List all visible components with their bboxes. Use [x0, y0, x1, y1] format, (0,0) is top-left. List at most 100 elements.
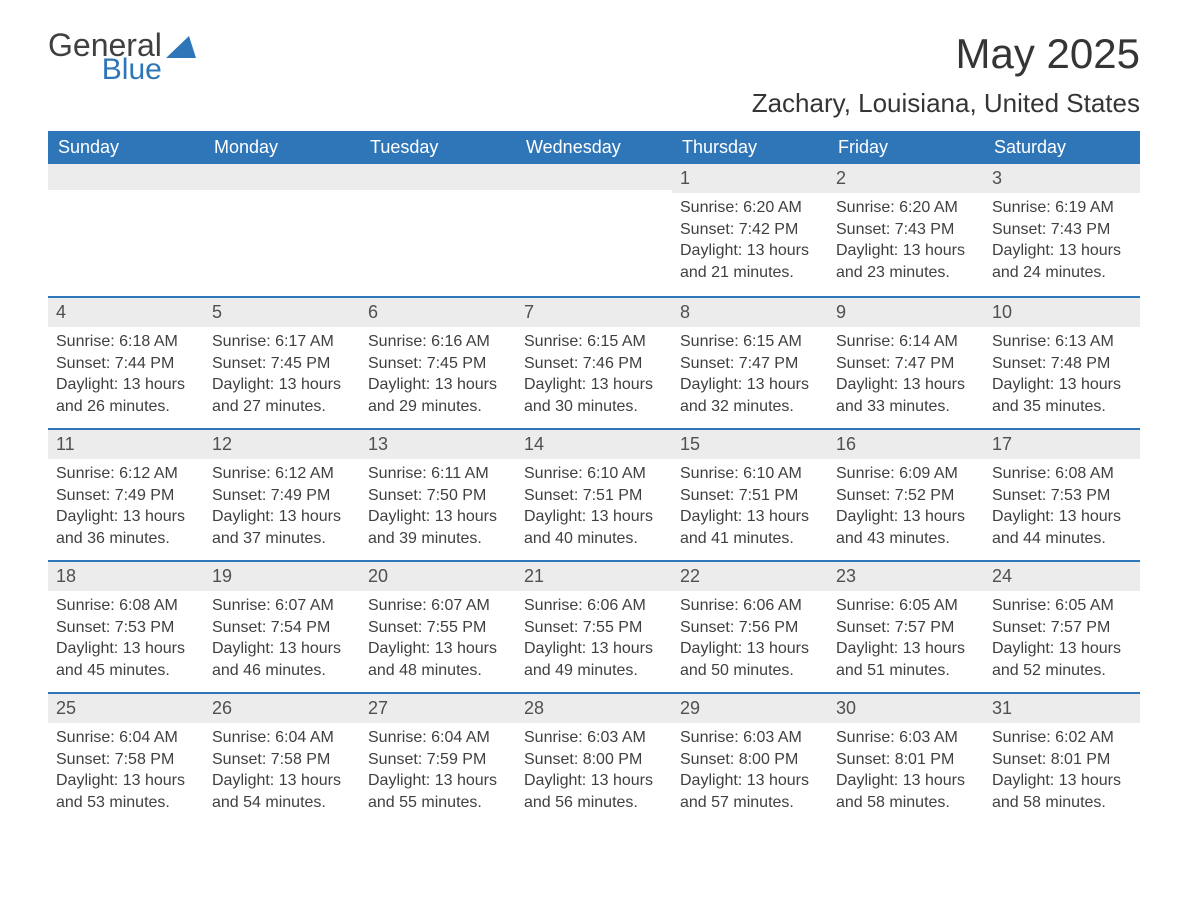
daylight1-label: Daylight: 13 hours: [680, 770, 820, 792]
daylight2-label: and 33 minutes.: [836, 396, 976, 418]
sunrise-label: Sunrise: 6:10 AM: [524, 463, 664, 485]
empty-daynum-bar: [360, 164, 516, 190]
sunset-label: Sunset: 7:53 PM: [56, 617, 196, 639]
day-number: 24: [984, 560, 1140, 591]
daylight1-label: Daylight: 13 hours: [524, 638, 664, 660]
day-number: 3: [984, 164, 1140, 193]
calendar-cell: 1Sunrise: 6:20 AMSunset: 7:42 PMDaylight…: [672, 164, 828, 296]
day-number: 22: [672, 560, 828, 591]
daylight1-label: Daylight: 13 hours: [992, 506, 1132, 528]
sunrise-label: Sunrise: 6:08 AM: [992, 463, 1132, 485]
sunrise-label: Sunrise: 6:10 AM: [680, 463, 820, 485]
daylight2-label: and 40 minutes.: [524, 528, 664, 550]
calendar-cell: [516, 164, 672, 296]
sunset-label: Sunset: 8:00 PM: [680, 749, 820, 771]
daylight1-label: Daylight: 13 hours: [368, 374, 508, 396]
calendar-cell: 14Sunrise: 6:10 AMSunset: 7:51 PMDayligh…: [516, 428, 672, 560]
calendar-cell: 8Sunrise: 6:15 AMSunset: 7:47 PMDaylight…: [672, 296, 828, 428]
calendar-cell: 28Sunrise: 6:03 AMSunset: 8:00 PMDayligh…: [516, 692, 672, 824]
daylight2-label: and 35 minutes.: [992, 396, 1132, 418]
calendar-cell: 4Sunrise: 6:18 AMSunset: 7:44 PMDaylight…: [48, 296, 204, 428]
day-details: Sunrise: 6:14 AMSunset: 7:47 PMDaylight:…: [828, 327, 984, 421]
daylight1-label: Daylight: 13 hours: [212, 506, 352, 528]
sunset-label: Sunset: 7:44 PM: [56, 353, 196, 375]
sunset-label: Sunset: 7:55 PM: [368, 617, 508, 639]
day-details: Sunrise: 6:04 AMSunset: 7:59 PMDaylight:…: [360, 723, 516, 817]
day-details: Sunrise: 6:05 AMSunset: 7:57 PMDaylight:…: [828, 591, 984, 685]
calendar-week: 1Sunrise: 6:20 AMSunset: 7:42 PMDaylight…: [48, 164, 1140, 296]
logo-text: General Blue: [48, 30, 162, 85]
sunset-label: Sunset: 7:49 PM: [56, 485, 196, 507]
sunset-label: Sunset: 7:52 PM: [836, 485, 976, 507]
sunrise-label: Sunrise: 6:14 AM: [836, 331, 976, 353]
day-number: 16: [828, 428, 984, 459]
day-number: 13: [360, 428, 516, 459]
day-details: Sunrise: 6:12 AMSunset: 7:49 PMDaylight:…: [48, 459, 204, 553]
weekday-tuesday: Tuesday: [360, 131, 516, 164]
day-number: 4: [48, 296, 204, 327]
sunset-label: Sunset: 8:01 PM: [836, 749, 976, 771]
day-details: Sunrise: 6:05 AMSunset: 7:57 PMDaylight:…: [984, 591, 1140, 685]
sunrise-label: Sunrise: 6:15 AM: [680, 331, 820, 353]
day-number: 12: [204, 428, 360, 459]
day-details: Sunrise: 6:10 AMSunset: 7:51 PMDaylight:…: [516, 459, 672, 553]
calendar-cell: 7Sunrise: 6:15 AMSunset: 7:46 PMDaylight…: [516, 296, 672, 428]
daylight1-label: Daylight: 13 hours: [992, 638, 1132, 660]
calendar-cell: 12Sunrise: 6:12 AMSunset: 7:49 PMDayligh…: [204, 428, 360, 560]
daylight1-label: Daylight: 13 hours: [836, 240, 976, 262]
day-number: 19: [204, 560, 360, 591]
calendar-cell: 19Sunrise: 6:07 AMSunset: 7:54 PMDayligh…: [204, 560, 360, 692]
title-block: May 2025 Zachary, Louisiana, United Stat…: [752, 30, 1140, 119]
daylight1-label: Daylight: 13 hours: [212, 374, 352, 396]
sunset-label: Sunset: 7:51 PM: [524, 485, 664, 507]
calendar-cell: [48, 164, 204, 296]
sunset-label: Sunset: 7:50 PM: [368, 485, 508, 507]
daylight2-label: and 50 minutes.: [680, 660, 820, 682]
daylight1-label: Daylight: 13 hours: [56, 374, 196, 396]
day-details: Sunrise: 6:06 AMSunset: 7:55 PMDaylight:…: [516, 591, 672, 685]
daylight2-label: and 37 minutes.: [212, 528, 352, 550]
daylight2-label: and 30 minutes.: [524, 396, 664, 418]
sunrise-label: Sunrise: 6:13 AM: [992, 331, 1132, 353]
daylight1-label: Daylight: 13 hours: [680, 374, 820, 396]
day-details: Sunrise: 6:20 AMSunset: 7:43 PMDaylight:…: [828, 193, 984, 287]
daylight2-label: and 23 minutes.: [836, 262, 976, 284]
day-number: 14: [516, 428, 672, 459]
calendar-cell: 27Sunrise: 6:04 AMSunset: 7:59 PMDayligh…: [360, 692, 516, 824]
daylight1-label: Daylight: 13 hours: [56, 770, 196, 792]
day-details: Sunrise: 6:03 AMSunset: 8:00 PMDaylight:…: [516, 723, 672, 817]
calendar-cell: 9Sunrise: 6:14 AMSunset: 7:47 PMDaylight…: [828, 296, 984, 428]
sunrise-label: Sunrise: 6:19 AM: [992, 197, 1132, 219]
sunrise-label: Sunrise: 6:02 AM: [992, 727, 1132, 749]
sunrise-label: Sunrise: 6:05 AM: [836, 595, 976, 617]
calendar-cell: 16Sunrise: 6:09 AMSunset: 7:52 PMDayligh…: [828, 428, 984, 560]
day-details: Sunrise: 6:17 AMSunset: 7:45 PMDaylight:…: [204, 327, 360, 421]
calendar-cell: 22Sunrise: 6:06 AMSunset: 7:56 PMDayligh…: [672, 560, 828, 692]
daylight2-label: and 39 minutes.: [368, 528, 508, 550]
daylight2-label: and 27 minutes.: [212, 396, 352, 418]
daylight1-label: Daylight: 13 hours: [836, 770, 976, 792]
day-number: 27: [360, 692, 516, 723]
weekday-row: Sunday Monday Tuesday Wednesday Thursday…: [48, 131, 1140, 164]
sunrise-label: Sunrise: 6:16 AM: [368, 331, 508, 353]
daylight2-label: and 24 minutes.: [992, 262, 1132, 284]
logo: General Blue: [48, 30, 196, 85]
weekday-sunday: Sunday: [48, 131, 204, 164]
calendar-cell: 15Sunrise: 6:10 AMSunset: 7:51 PMDayligh…: [672, 428, 828, 560]
calendar-cell: 29Sunrise: 6:03 AMSunset: 8:00 PMDayligh…: [672, 692, 828, 824]
daylight1-label: Daylight: 13 hours: [836, 638, 976, 660]
calendar-cell: 20Sunrise: 6:07 AMSunset: 7:55 PMDayligh…: [360, 560, 516, 692]
calendar-week: 4Sunrise: 6:18 AMSunset: 7:44 PMDaylight…: [48, 296, 1140, 428]
daylight2-label: and 56 minutes.: [524, 792, 664, 814]
daylight1-label: Daylight: 13 hours: [680, 638, 820, 660]
sunset-label: Sunset: 7:58 PM: [56, 749, 196, 771]
day-number: 18: [48, 560, 204, 591]
day-details: Sunrise: 6:15 AMSunset: 7:47 PMDaylight:…: [672, 327, 828, 421]
daylight1-label: Daylight: 13 hours: [992, 374, 1132, 396]
sunrise-label: Sunrise: 6:06 AM: [524, 595, 664, 617]
daylight1-label: Daylight: 13 hours: [212, 638, 352, 660]
sunset-label: Sunset: 7:49 PM: [212, 485, 352, 507]
daylight1-label: Daylight: 13 hours: [524, 506, 664, 528]
sunset-label: Sunset: 8:00 PM: [524, 749, 664, 771]
daylight2-label: and 26 minutes.: [56, 396, 196, 418]
